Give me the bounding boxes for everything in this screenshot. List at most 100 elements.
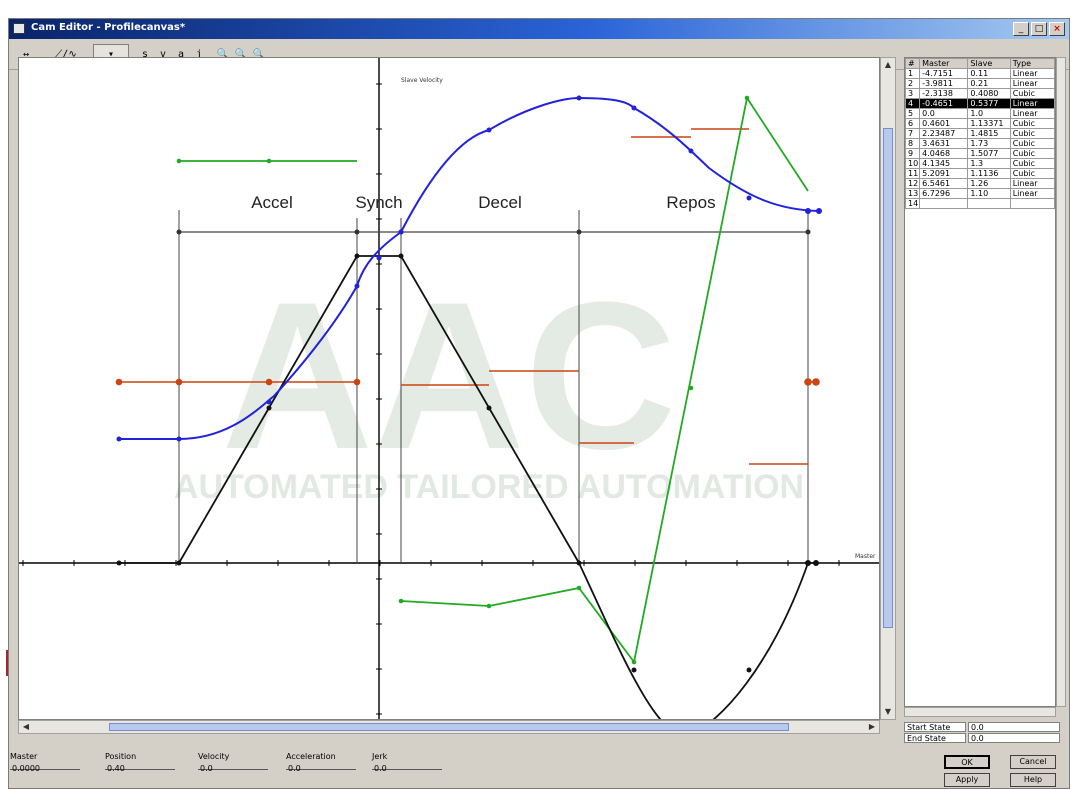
scroll-up-icon[interactable]: ▲: [884, 60, 892, 69]
table-cell[interactable]: 1.0: [967, 108, 1011, 119]
table-cell[interactable]: 0.0: [919, 108, 969, 119]
table-cell[interactable]: [1009, 198, 1055, 209]
curve-type-icons[interactable]: ⟋∕∿: [55, 49, 77, 60]
zoom-in-icon[interactable]: 🔍: [216, 49, 230, 60]
column-header[interactable]: Slave: [967, 58, 1011, 69]
table-cell[interactable]: 12: [905, 178, 921, 189]
table-cell[interactable]: Linear: [1009, 188, 1055, 199]
column-header[interactable]: Type: [1009, 58, 1055, 69]
table-row[interactable]: 11 5.2091 1.1136 Cubic: [905, 168, 1055, 179]
table-cell[interactable]: 6.7296: [919, 188, 969, 199]
table-cell[interactable]: 3.4631: [919, 138, 969, 149]
table-horizontal-scrollbar[interactable]: [904, 707, 1056, 717]
table-row[interactable]: 13 6.7296 1.10 Linear: [905, 188, 1055, 199]
table-row[interactable]: 12 6.5461 1.26 Linear: [905, 178, 1055, 189]
scroll-down-icon[interactable]: ▼: [884, 707, 892, 716]
table-cell[interactable]: 7: [905, 128, 921, 139]
table-row[interactable]: 7 2.23487 1.4815 Cubic: [905, 128, 1055, 139]
table-row[interactable]: 10 4.1345 1.3 Cubic: [905, 158, 1055, 169]
table-row[interactable]: 6 0.4601 1.13371 Cubic: [905, 118, 1055, 129]
points-table[interactable]: # Master Slave Type 1 -4.7151 0.11 Linear 2-…: [904, 57, 1056, 707]
plot-horizontal-scrollbar[interactable]: ◀ ▶: [18, 720, 880, 734]
table-cell[interactable]: Cubic: [1009, 148, 1055, 159]
table-cell[interactable]: 14: [905, 198, 921, 209]
table-cell[interactable]: [919, 198, 969, 209]
title-bar[interactable]: Cam Editor - Profilecanvas* _ □ ×: [9, 19, 1069, 39]
table-cell[interactable]: Cubic: [1009, 128, 1055, 139]
table-cell[interactable]: 1: [905, 68, 921, 79]
column-header[interactable]: Master: [919, 58, 969, 69]
pan-icon[interactable]: ↔: [22, 49, 30, 60]
table-cell[interactable]: Linear: [1009, 108, 1055, 119]
maximize-button[interactable]: □: [1031, 22, 1047, 36]
table-row[interactable]: 14: [905, 198, 1055, 209]
table-cell[interactable]: 2.23487: [919, 128, 969, 139]
table-cell[interactable]: 4: [905, 98, 921, 109]
table-cell[interactable]: Linear: [1009, 98, 1055, 109]
help-button[interactable]: Help: [1010, 773, 1056, 787]
table-cell[interactable]: 0.4601: [919, 118, 969, 129]
table-cell[interactable]: Linear: [1009, 68, 1055, 79]
scrollbar-thumb[interactable]: [109, 723, 789, 731]
table-cell[interactable]: 1.3: [967, 158, 1011, 169]
column-header[interactable]: #: [905, 58, 921, 69]
scroll-right-icon[interactable]: ▶: [868, 722, 876, 731]
table-cell[interactable]: 1.73: [967, 138, 1011, 149]
table-row[interactable]: 8 3.4631 1.73 Cubic: [905, 138, 1055, 149]
scrollbar-thumb[interactable]: [883, 128, 893, 628]
scroll-left-icon[interactable]: ◀: [22, 722, 30, 731]
table-cell[interactable]: 4.0468: [919, 148, 969, 159]
table-cell[interactable]: 1.4815: [967, 128, 1011, 139]
table-cell[interactable]: 2: [905, 78, 921, 89]
cam-profile-plot[interactable]: AAC AUTOMATED TAILORED AUTOMATION Slave …: [18, 57, 880, 720]
table-cell[interactable]: 0.21: [967, 78, 1011, 89]
zoom-fit-icon[interactable]: 🔍: [252, 49, 266, 60]
table-cell[interactable]: Cubic: [1009, 88, 1055, 99]
table-cell[interactable]: [967, 198, 1011, 209]
table-cell[interactable]: -4.7151: [919, 68, 969, 79]
table-cell[interactable]: -3.9811: [919, 78, 969, 89]
table-row[interactable]: 2 -3.9811 0.21 Linear: [905, 78, 1055, 89]
table-cell[interactable]: 1.13371: [967, 118, 1011, 129]
table-cell[interactable]: Cubic: [1009, 168, 1055, 179]
start-state-field[interactable]: 0.0: [968, 722, 1060, 732]
close-button[interactable]: ×: [1049, 22, 1065, 36]
table-cell[interactable]: 11: [905, 168, 921, 179]
table-cell[interactable]: 6: [905, 118, 921, 129]
table-row[interactable]: 5 0.0 1.0 Linear: [905, 108, 1055, 119]
zoom-out-icon[interactable]: 🔍: [234, 49, 248, 60]
table-vertical-scrollbar[interactable]: [1056, 57, 1066, 707]
table-cell[interactable]: 0.4080: [967, 88, 1011, 99]
table-cell[interactable]: 8: [905, 138, 921, 149]
table-row[interactable]: 9 4.0468 1.5077 Cubic: [905, 148, 1055, 159]
table-row[interactable]: 4 -0.4651 0.5377 Linear: [905, 98, 1055, 109]
table-cell[interactable]: 10: [905, 158, 921, 169]
table-cell[interactable]: 5: [905, 108, 921, 119]
table-cell[interactable]: 1.1136: [967, 168, 1011, 179]
ok-button[interactable]: OK: [944, 755, 990, 769]
table-cell[interactable]: 0.11: [967, 68, 1011, 79]
table-cell[interactable]: 1.5077: [967, 148, 1011, 159]
end-state-field[interactable]: 0.0: [968, 733, 1060, 743]
table-cell[interactable]: 6.5461: [919, 178, 969, 189]
table-cell[interactable]: 1.26: [967, 178, 1011, 189]
table-cell[interactable]: Cubic: [1009, 138, 1055, 149]
table-cell[interactable]: Linear: [1009, 178, 1055, 189]
minimize-button[interactable]: _: [1013, 22, 1029, 36]
table-row[interactable]: 1 -4.7151 0.11 Linear: [905, 68, 1055, 79]
table-cell[interactable]: 3: [905, 88, 921, 99]
table-cell[interactable]: 0.5377: [967, 98, 1011, 109]
table-cell[interactable]: 4.1345: [919, 158, 969, 169]
plot-vertical-scrollbar[interactable]: ▲ ▼: [880, 57, 896, 720]
apply-button[interactable]: Apply: [944, 773, 990, 787]
table-cell[interactable]: Cubic: [1009, 158, 1055, 169]
table-cell[interactable]: -2.3138: [919, 88, 969, 99]
table-cell[interactable]: Linear: [1009, 78, 1055, 89]
table-cell[interactable]: 9: [905, 148, 921, 159]
table-cell[interactable]: 13: [905, 188, 921, 199]
table-cell[interactable]: -0.4651: [919, 98, 969, 109]
cancel-button[interactable]: Cancel: [1010, 755, 1056, 769]
table-cell[interactable]: 5.2091: [919, 168, 969, 179]
table-row[interactable]: 3 -2.3138 0.4080 Cubic: [905, 88, 1055, 99]
table-cell[interactable]: 1.10: [967, 188, 1011, 199]
